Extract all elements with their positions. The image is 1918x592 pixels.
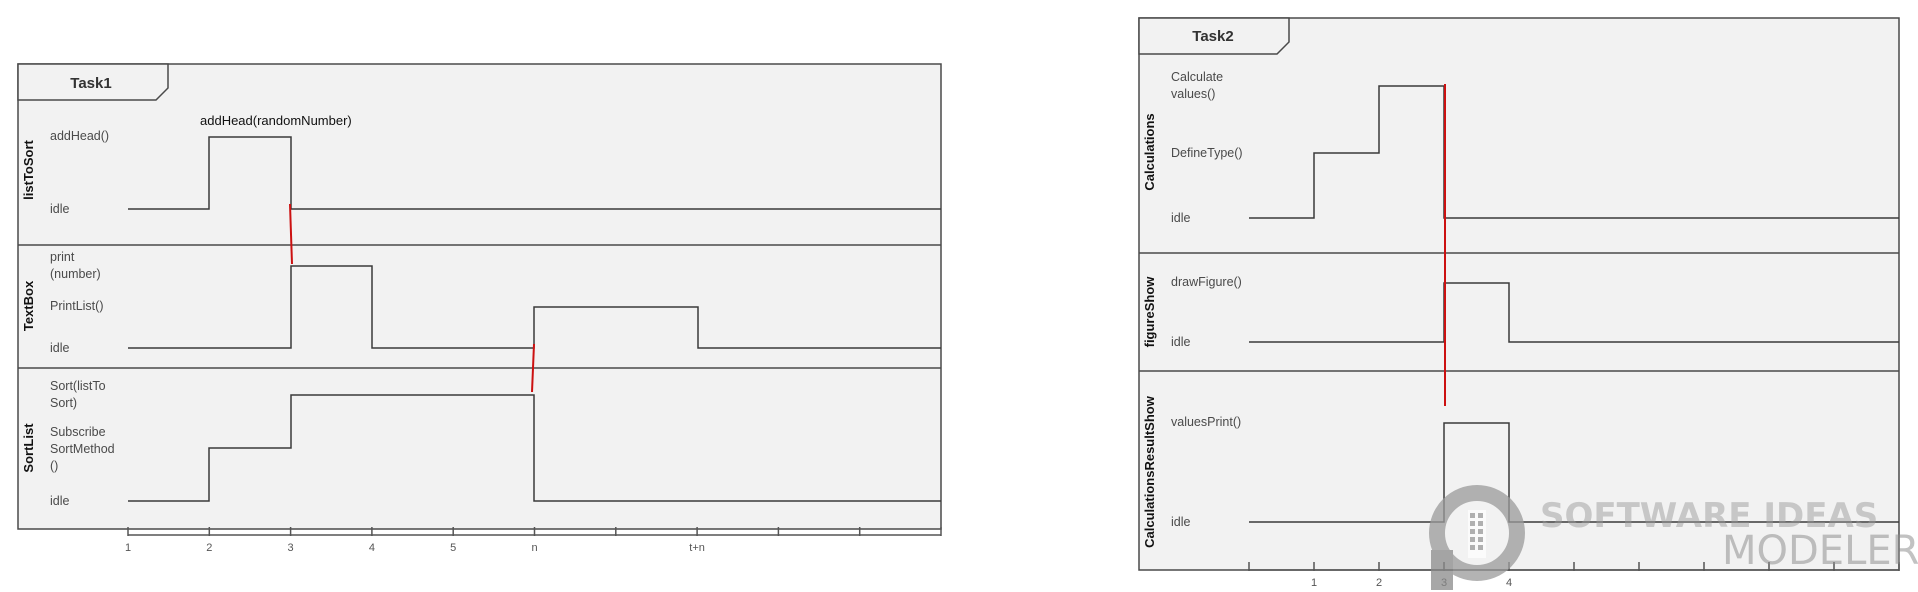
state-label: idle: [50, 202, 70, 216]
frame-task1-title: Task1: [70, 75, 111, 92]
state-label: drawFigure(): [1171, 275, 1242, 289]
time-axis: 1 2 3 4 5 n t+n: [125, 527, 942, 554]
state-label: Calculate values(): [1171, 70, 1223, 101]
lifeline-sortlist: SortList Sort(listTo Sort) Subscribe SortM…: [21, 379, 941, 508]
state-timeline: [1249, 422, 1899, 523]
frame-task2-title: Task2: [1192, 28, 1233, 45]
lifeline-label: listToSort: [21, 139, 36, 199]
lifeline-figureshow: figureShow drawFigure() idle: [1142, 275, 1899, 349]
axis-tick-label: 2: [1376, 577, 1382, 589]
axis-tick-label: t+n: [689, 542, 705, 554]
lifeline-label: CalculationsResultShow: [1142, 395, 1157, 548]
state-label: print (number): [50, 250, 101, 281]
frame-task1-tab: [17, 63, 169, 101]
axis-tick-label: 4: [369, 542, 375, 554]
frame-task2: Task2 Calculations Calculate values() Def…: [1138, 17, 1900, 589]
state-label: idle: [1171, 515, 1191, 529]
message-line: [531, 343, 535, 393]
state-timeline: [1249, 282, 1899, 343]
axis-tick-label: 1: [125, 542, 131, 554]
axis-tick-label: 3: [288, 542, 294, 554]
state-label: Subscribe SortMethod(): [50, 425, 115, 473]
state-label: idle: [1171, 335, 1191, 349]
lifeline-label: figureShow: [1142, 276, 1157, 348]
frame-task1-border: [17, 63, 942, 530]
message-label: addHead(randomNumber): [200, 113, 352, 128]
lifeline-calculationsresultshow: CalculationsResultShow valuesPrint() idl…: [1142, 395, 1899, 548]
frame-task2-border: [1138, 17, 1900, 571]
axis-tick-label: 5: [450, 542, 456, 554]
state-timeline: [128, 136, 941, 210]
state-label: valuesPrint(): [1171, 415, 1241, 429]
watermark-line2: MODELER: [1722, 528, 1918, 574]
state-label: addHead(): [50, 129, 109, 143]
lifeline-label: Calculations: [1142, 113, 1157, 190]
lifeline-textbox: TextBox print (number) PrintList() idle: [21, 250, 941, 355]
state-label: idle: [1171, 211, 1191, 225]
lifeline-listtosort: listToSort addHead() idle addHead(random…: [21, 113, 941, 216]
watermark-logo-icon: [1429, 485, 1525, 590]
message-line: [289, 203, 293, 265]
watermark: SOFTWARE IDEAS MODELER: [1429, 485, 1918, 590]
axis-tick-label: 4: [1506, 577, 1512, 589]
state-timeline: [128, 265, 941, 349]
frame-task2-tab: [1138, 17, 1290, 55]
state-label: Sort(listTo Sort): [50, 379, 106, 410]
axis-tick-label: 2: [206, 542, 212, 554]
axis-tick-label: n: [531, 542, 537, 554]
state-label: PrintList(): [50, 299, 103, 313]
state-timeline: [128, 394, 941, 502]
frame-task1: Task1 listToSort addHead() idle addHead(…: [17, 63, 942, 554]
state-label: idle: [50, 341, 70, 355]
watermark-line1: SOFTWARE IDEAS: [1540, 496, 1878, 536]
axis-tick-label: 1: [1311, 577, 1317, 589]
lifeline-label: TextBox: [21, 280, 36, 331]
state-label: idle: [50, 494, 70, 508]
state-label: DefineType(): [1171, 146, 1243, 160]
lifeline-label: SortList: [21, 423, 36, 473]
